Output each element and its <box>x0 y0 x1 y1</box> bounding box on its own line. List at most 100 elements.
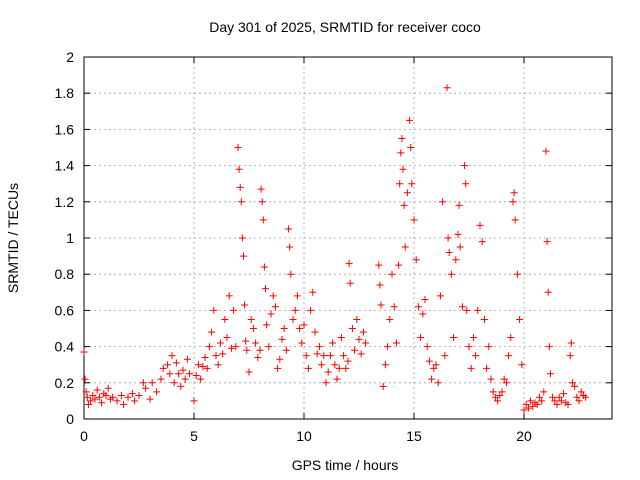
data-point <box>304 364 312 372</box>
data-point <box>403 189 411 197</box>
data-point <box>128 390 136 398</box>
data-point <box>432 361 440 369</box>
data-point <box>567 339 575 347</box>
data-point <box>236 183 244 191</box>
data-point <box>235 165 243 173</box>
data-point <box>269 292 277 300</box>
data-point <box>465 343 473 351</box>
data-point <box>194 361 202 369</box>
data-point <box>89 391 97 399</box>
data-point <box>91 395 99 403</box>
data-point <box>428 375 436 383</box>
data-point <box>419 310 427 318</box>
data-point <box>201 353 209 361</box>
data-point <box>168 352 176 360</box>
data-point <box>454 230 462 238</box>
data-point <box>318 361 326 369</box>
x-axis-label: GPS time / hours <box>292 457 399 473</box>
data-point <box>135 391 143 399</box>
data-point <box>302 352 310 360</box>
data-point <box>456 243 464 251</box>
data-point <box>219 350 227 358</box>
data-point <box>408 180 416 188</box>
data-point <box>392 339 400 347</box>
axes <box>83 56 613 420</box>
data-point <box>179 366 187 374</box>
data-point <box>172 359 180 367</box>
data-point <box>357 350 365 358</box>
data-point <box>443 84 451 92</box>
data-point <box>529 402 537 410</box>
data-point <box>545 343 553 351</box>
data-point <box>208 328 216 336</box>
data-point <box>544 288 552 296</box>
data-point <box>102 391 110 399</box>
data-point <box>467 364 475 372</box>
data-point <box>159 364 167 372</box>
data-point <box>280 325 288 332</box>
data-point <box>447 270 455 278</box>
data-point <box>340 352 348 360</box>
data-point <box>342 364 350 372</box>
data-point <box>276 355 284 363</box>
data-point <box>257 185 265 193</box>
data-point <box>487 375 495 383</box>
data-point <box>95 393 103 401</box>
data-point <box>282 346 290 354</box>
data-point <box>199 363 207 371</box>
data-point <box>396 180 404 188</box>
data-point <box>157 375 165 383</box>
data-point <box>483 364 491 372</box>
data-point <box>533 401 541 409</box>
x-tick-label: 0 <box>80 428 88 444</box>
data-point <box>463 306 471 314</box>
y-tick-label: 1.8 <box>55 85 75 101</box>
data-point <box>543 238 551 246</box>
data-point <box>516 315 524 323</box>
data-point <box>388 270 396 278</box>
plot-frame <box>83 56 613 420</box>
data-point <box>564 401 572 409</box>
data-point <box>242 337 250 345</box>
data-point <box>221 315 229 323</box>
data-point <box>507 334 515 342</box>
data-point <box>400 201 408 209</box>
data-point <box>124 393 132 401</box>
data-point <box>210 306 218 314</box>
data-point <box>560 390 568 398</box>
data-point <box>186 370 194 378</box>
data-point <box>322 379 330 387</box>
data-point <box>445 248 453 256</box>
data-point <box>406 116 414 124</box>
data-point <box>520 406 528 414</box>
data-point <box>315 343 323 351</box>
data-point <box>260 263 268 271</box>
data-point <box>326 352 334 360</box>
data-point <box>225 292 233 300</box>
x-tick-label: 15 <box>406 428 422 444</box>
y-tick-label: 0.2 <box>55 375 75 391</box>
data-point <box>423 343 431 351</box>
data-point <box>238 234 246 242</box>
data-point <box>254 353 262 361</box>
data-point <box>553 401 561 409</box>
data-point <box>296 325 304 332</box>
data-point <box>311 328 319 336</box>
data-point <box>384 343 392 351</box>
data-point <box>331 361 339 369</box>
data-point <box>237 198 245 206</box>
data-point <box>582 393 590 401</box>
tick-labels: 00.20.40.60.811.21.41.61.820 5 10 15 20 <box>55 49 532 444</box>
data-point <box>346 279 354 287</box>
data-point <box>540 388 548 396</box>
data-point <box>291 306 299 314</box>
data-point <box>444 234 452 242</box>
data-point <box>577 388 585 396</box>
data-point <box>271 303 279 311</box>
y-axis-label: SRMTID / TECUs <box>5 183 21 293</box>
data-point <box>252 339 260 347</box>
data-point <box>414 303 422 311</box>
data-point <box>274 364 282 372</box>
